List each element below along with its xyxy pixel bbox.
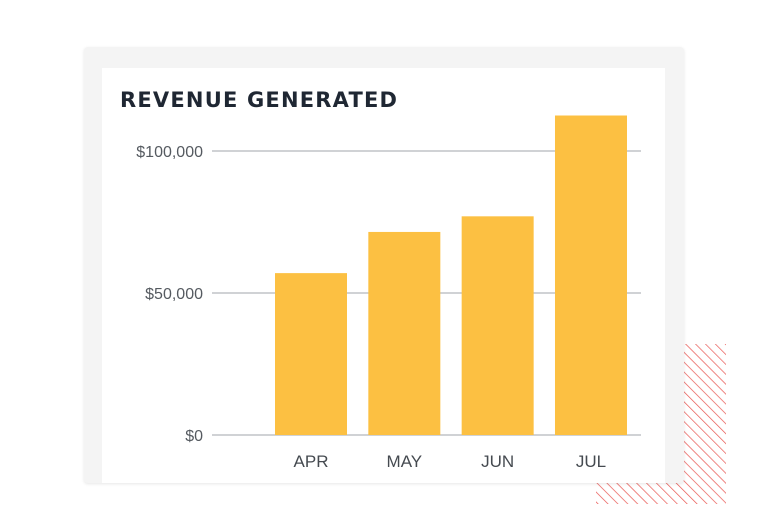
bars: [275, 115, 627, 435]
x-tick-label: JUN: [481, 452, 514, 471]
x-tick-label: APR: [294, 452, 329, 471]
bar-apr: [275, 273, 347, 435]
y-tick-label: $50,000: [145, 286, 203, 303]
bar-jul: [554, 115, 627, 435]
y-axis-ticks: $0 $50,000 $100,000: [136, 144, 203, 445]
bar-may: [368, 231, 441, 435]
x-tick-label: JUL: [576, 452, 606, 471]
x-axis-ticks: APR MAY JUN JUL: [294, 452, 607, 471]
y-tick-label: $0: [185, 428, 203, 445]
chart-title: REVENUE GENERATED: [120, 88, 399, 112]
y-tick-label: $100,000: [136, 144, 203, 161]
bar-jun: [461, 216, 534, 435]
x-tick-label: MAY: [387, 452, 423, 471]
